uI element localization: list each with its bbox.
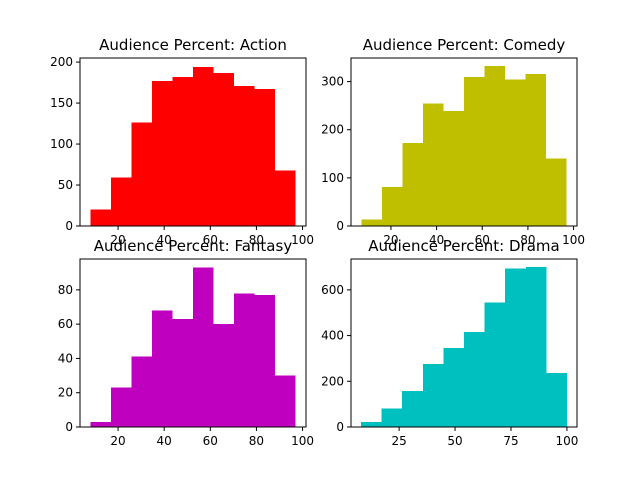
x-tick-label: 60 bbox=[203, 434, 218, 448]
histogram-bar bbox=[546, 158, 567, 226]
histogram-bar bbox=[193, 67, 214, 226]
x-tick-label: 80 bbox=[249, 434, 264, 448]
histogram-bar bbox=[505, 268, 526, 427]
x-tick-label: 100 bbox=[562, 233, 585, 247]
histogram-bar bbox=[381, 408, 403, 427]
y-tick-label: 0 bbox=[65, 420, 73, 434]
y-tick-label: 100 bbox=[50, 137, 73, 151]
histogram-bar bbox=[464, 332, 485, 427]
histogram-bar bbox=[422, 103, 444, 226]
histogram-bar bbox=[546, 372, 567, 427]
x-tick-label: 80 bbox=[520, 233, 535, 247]
subplot-fantasy: Audience Percent: Fantasy 20 40 60 80 100 0 20 4… bbox=[58, 237, 314, 448]
x-tick-label: 75 bbox=[503, 434, 518, 448]
histogram-bar bbox=[402, 143, 423, 226]
histogram-bar bbox=[110, 387, 132, 427]
y-tick-label: 40 bbox=[58, 351, 73, 365]
histogram-bar bbox=[275, 375, 296, 427]
subplot-comedy: Audience Percent: Comedy 20 40 60 80 100 0 100 2… bbox=[321, 36, 585, 247]
histogram-bar bbox=[234, 293, 255, 427]
axes-frame bbox=[350, 258, 578, 428]
y-tick-label: 60 bbox=[58, 317, 73, 331]
histogram-bar bbox=[151, 310, 173, 427]
subplot-drama: Audience Percent: Drama 25 50 75 100 0 200 400 6… bbox=[321, 237, 578, 448]
histogram-bar bbox=[361, 421, 382, 427]
histogram-bar bbox=[151, 80, 173, 226]
histogram-bar bbox=[213, 72, 235, 226]
histogram-bar bbox=[484, 66, 506, 226]
histogram-bar bbox=[443, 348, 464, 427]
x-tick-label: 60 bbox=[203, 233, 218, 247]
y-tick-label: 0 bbox=[65, 219, 73, 233]
y-tick-label: 50 bbox=[58, 178, 73, 192]
x-tick-label: 20 bbox=[383, 233, 398, 247]
histogram-bar bbox=[381, 187, 403, 226]
chart-title: Audience Percent: Comedy bbox=[363, 36, 566, 54]
histogram-bar bbox=[484, 302, 506, 427]
histogram-bar bbox=[172, 319, 193, 427]
histogram-bar bbox=[131, 356, 152, 427]
histogram-bar bbox=[505, 79, 526, 226]
x-tick-label: 40 bbox=[157, 233, 172, 247]
chart-title: Audience Percent: Drama bbox=[368, 237, 559, 255]
y-tick-label: 600 bbox=[321, 283, 344, 297]
histogram-bar bbox=[525, 73, 547, 227]
y-tick-label: 0 bbox=[336, 219, 344, 233]
histogram-bar bbox=[193, 267, 214, 427]
histogram-bar bbox=[254, 89, 276, 226]
axes-frame bbox=[350, 57, 578, 227]
x-tick-label: 50 bbox=[447, 434, 462, 448]
histogram-bar bbox=[402, 391, 423, 427]
x-tick-label: 80 bbox=[249, 233, 264, 247]
histogram-bar bbox=[275, 170, 296, 226]
subplot-action: Audience Percent: Action 20 40 60 80 100 0 50 10… bbox=[50, 36, 314, 247]
x-tick-label: 25 bbox=[391, 434, 406, 448]
y-tick-label: 200 bbox=[50, 55, 73, 69]
y-tick-label: 150 bbox=[50, 96, 73, 110]
histogram-bar bbox=[172, 76, 193, 226]
axes-frame bbox=[79, 258, 307, 428]
x-tick-label: 40 bbox=[429, 233, 444, 247]
x-tick-label: 100 bbox=[555, 434, 578, 448]
x-tick-label: 40 bbox=[157, 434, 172, 448]
y-tick-label: 100 bbox=[321, 171, 344, 185]
histogram-bar bbox=[443, 110, 464, 226]
chart-title: Audience Percent: Action bbox=[99, 36, 287, 54]
y-tick-label: 20 bbox=[58, 386, 73, 400]
y-tick-label: 0 bbox=[336, 420, 344, 434]
x-tick-label: 100 bbox=[291, 233, 314, 247]
x-tick-label: 20 bbox=[110, 233, 125, 247]
y-tick-label: 400 bbox=[321, 329, 344, 343]
histogram-bar bbox=[464, 76, 485, 226]
histogram-bar bbox=[90, 421, 111, 427]
histogram-bar bbox=[110, 177, 132, 226]
histogram-bar bbox=[131, 122, 152, 226]
axes-frame bbox=[79, 57, 307, 227]
x-tick-label: 60 bbox=[475, 233, 490, 247]
x-tick-label: 100 bbox=[291, 434, 314, 448]
histogram-bar bbox=[361, 219, 382, 226]
histogram-bar bbox=[254, 295, 276, 427]
histogram-bar bbox=[213, 324, 235, 427]
histogram-bar bbox=[525, 267, 547, 427]
y-tick-label: 200 bbox=[321, 374, 344, 388]
y-tick-label: 200 bbox=[321, 123, 344, 137]
y-tick-label: 300 bbox=[321, 75, 344, 89]
histogram-bar bbox=[422, 364, 444, 427]
chart-title: Audience Percent: Fantasy bbox=[94, 237, 293, 255]
x-tick-label: 20 bbox=[110, 434, 125, 448]
histogram-bar bbox=[234, 85, 255, 227]
histogram-bar bbox=[90, 209, 111, 226]
y-tick-label: 80 bbox=[58, 283, 73, 297]
